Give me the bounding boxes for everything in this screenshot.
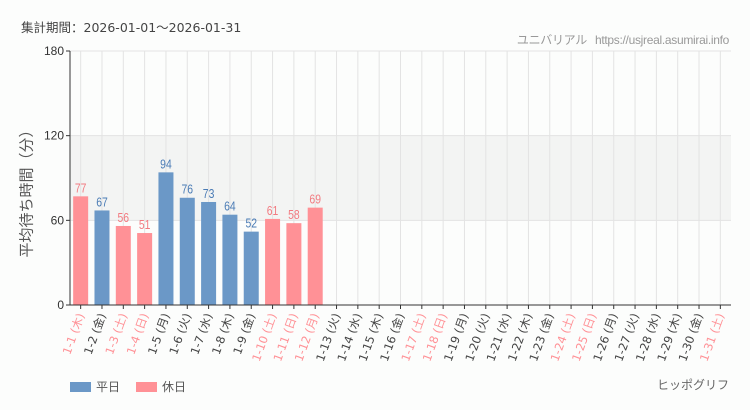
y-tick-label: 180	[44, 44, 64, 58]
bar[interactable]	[158, 172, 174, 305]
bar-value-label: 94	[160, 157, 172, 171]
bar[interactable]	[201, 201, 217, 305]
bar[interactable]	[286, 223, 302, 305]
bar[interactable]	[222, 214, 238, 305]
bar-value-label: 61	[267, 204, 279, 218]
source-credit: ユニバリアル https://usjreal.asumirai.info	[517, 31, 729, 48]
period-label: 集計期間：2026-01-01〜2026-01-31	[21, 20, 242, 35]
bar-value-label: 69	[309, 193, 321, 207]
bar-value-label: 77	[75, 181, 87, 195]
bar[interactable]	[137, 233, 153, 305]
y-tick-label: 60	[51, 213, 65, 227]
legend-label-holiday: 休日	[162, 380, 187, 394]
bar-value-label: 73	[203, 187, 215, 201]
bar[interactable]	[265, 218, 281, 305]
bar-value-label: 76	[181, 183, 193, 197]
brand-label: ヒッポグリフ	[656, 378, 729, 392]
bar-value-label: 56	[118, 211, 130, 225]
y-tick-label: 0	[57, 298, 64, 312]
bar-value-label: 64	[224, 200, 236, 214]
chart-legend: 平日 休日	[70, 378, 202, 395]
source-url-link[interactable]: https://usjreal.asumirai.info	[594, 33, 729, 47]
bar-value-label: 67	[96, 195, 108, 209]
bar[interactable]	[243, 231, 259, 305]
y-tick-label: 120	[44, 129, 64, 143]
bar[interactable]	[73, 196, 89, 305]
legend-item-weekday[interactable]: 平日	[70, 378, 120, 395]
bar[interactable]	[179, 197, 195, 305]
legend-swatch-weekday	[70, 381, 91, 392]
legend-item-holiday[interactable]: 休日	[136, 378, 186, 395]
legend-swatch-holiday	[136, 381, 158, 392]
bar-value-label: 52	[245, 217, 257, 231]
bar-value-label: 58	[288, 208, 300, 222]
bar[interactable]	[94, 210, 110, 305]
bar[interactable]	[307, 207, 323, 305]
source-site-name: ユニバリアル	[516, 33, 587, 47]
legend-label-weekday: 平日	[96, 380, 121, 394]
bar-value-label: 51	[139, 218, 151, 232]
bar[interactable]	[115, 225, 131, 305]
